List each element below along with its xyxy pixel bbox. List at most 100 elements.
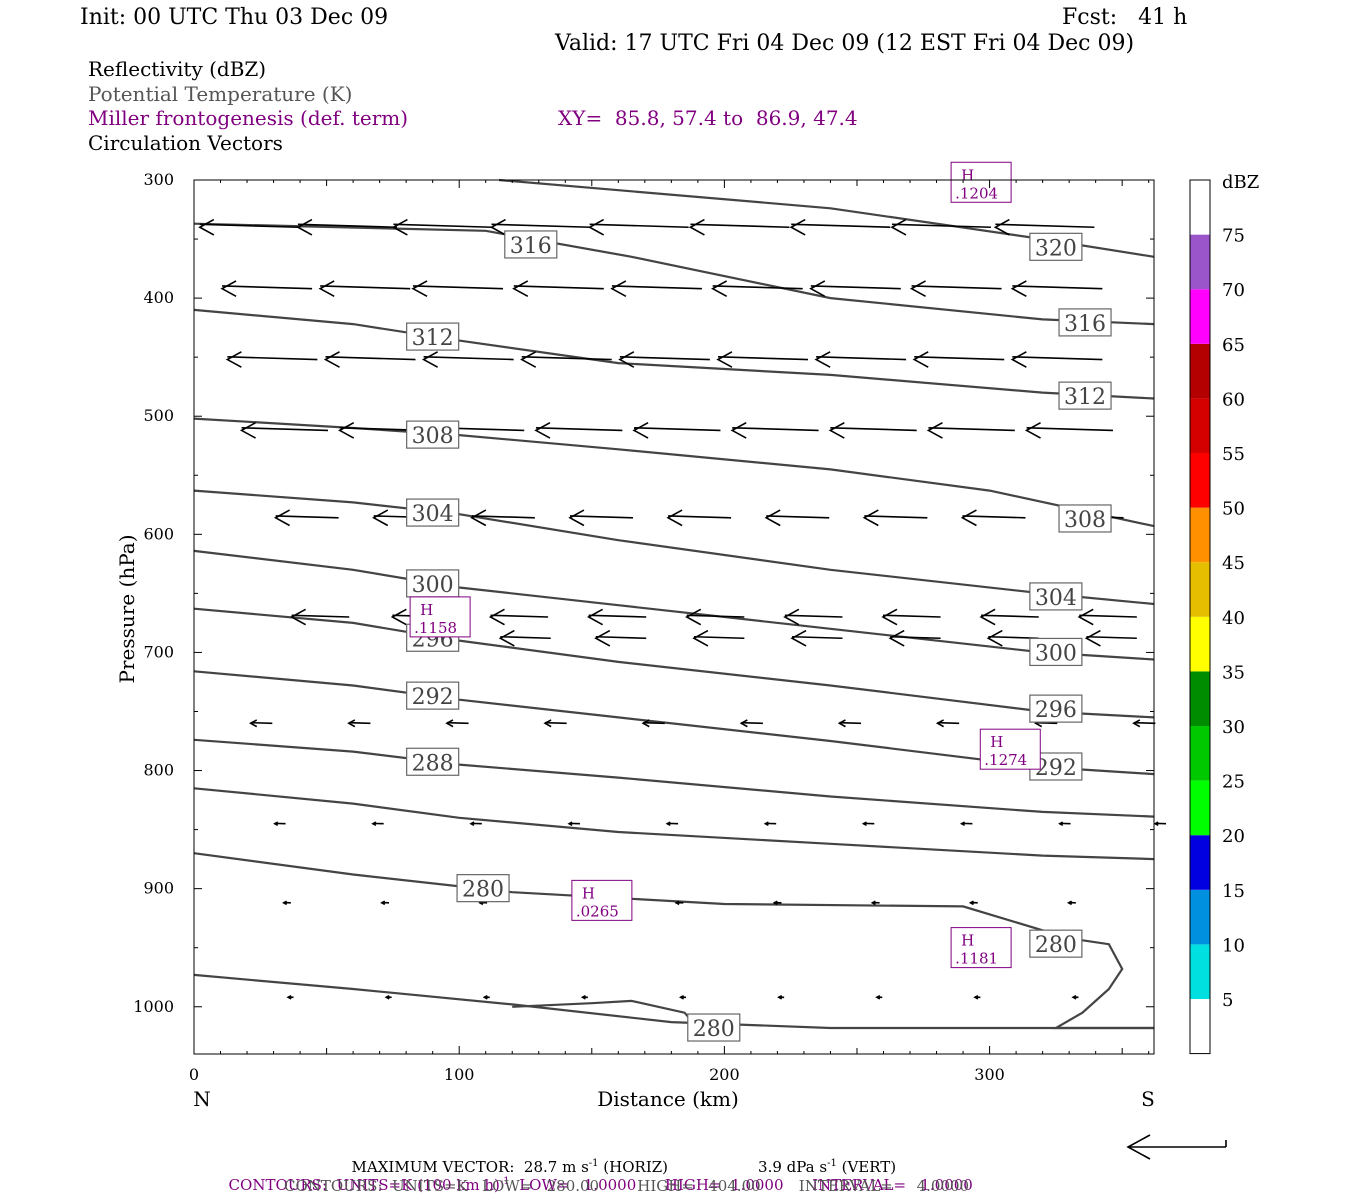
- vector-head: [390, 608, 407, 626]
- vector-head: [512, 280, 529, 298]
- vector-head: [1077, 608, 1094, 626]
- vector-head: [777, 994, 783, 1000]
- vector-head: [371, 821, 377, 827]
- y-tick-label: 800: [143, 761, 174, 780]
- vector-shaft: [962, 515, 1026, 519]
- x-tick-label: 0: [189, 1065, 199, 1084]
- miller-max-box: [979, 728, 1041, 770]
- vector-head: [763, 821, 769, 827]
- vector-shaft: [882, 614, 941, 618]
- theta-label: 304: [1035, 586, 1077, 611]
- vector-shaft: [890, 635, 941, 640]
- y-tick-label: 600: [143, 524, 174, 543]
- vector-head: [730, 421, 747, 439]
- vector-head: [489, 218, 506, 236]
- vector-head: [973, 994, 979, 1000]
- theta-label: 312: [1064, 385, 1106, 410]
- theta-label: 304: [412, 502, 454, 527]
- vector-shaft: [717, 356, 809, 361]
- miller-max-label: H: [990, 733, 1003, 751]
- vector-head: [587, 218, 605, 236]
- max-vector-horiz-suffix: (HORIZ): [598, 1158, 669, 1176]
- theta-label: 316: [510, 234, 552, 259]
- max-vector-vert-text: 3.9 dPa s: [758, 1158, 828, 1176]
- vector-shaft: [611, 285, 702, 290]
- theta-label: 292: [1035, 756, 1077, 781]
- vector-head: [372, 509, 389, 527]
- field-vectors: Circulation Vectors: [88, 131, 283, 155]
- x-end-left-label: N: [193, 1087, 211, 1111]
- vector-shaft: [521, 356, 612, 361]
- vector-shaft: [937, 721, 960, 725]
- vector-shaft: [423, 356, 514, 361]
- colorbar-swatch: [1190, 398, 1210, 453]
- vector-head: [225, 351, 242, 368]
- vector-head: [488, 608, 505, 626]
- vector-shaft: [784, 614, 843, 618]
- colorbar-swatch: [1190, 726, 1210, 781]
- max-vector-vert-suffix: (VERT): [836, 1158, 897, 1176]
- theta-label-box: [406, 498, 460, 527]
- theta-label: 308: [1064, 508, 1106, 533]
- init-time: Init: 00 UTC Thu 03 Dec 09: [80, 5, 389, 30]
- vector-head: [1010, 280, 1027, 298]
- vector-head: [198, 218, 215, 236]
- theta-label: 316: [1064, 312, 1106, 337]
- forecast-hour: Fcst: 41 h: [1062, 5, 1188, 30]
- vector-shaft: [732, 426, 819, 432]
- field-reflectivity: Reflectivity (dBZ): [88, 57, 267, 81]
- vector-shaft: [792, 635, 843, 640]
- vector-shaft: [446, 721, 469, 725]
- vector-shaft: [830, 426, 917, 432]
- field-theta: Potential Temperature (K): [88, 82, 353, 106]
- vector-shaft: [545, 721, 567, 725]
- vector-head: [273, 509, 290, 527]
- theta-label-box: [504, 230, 558, 259]
- vector-shaft: [500, 635, 551, 640]
- vector-head: [688, 218, 705, 236]
- miller-max-label: H: [420, 601, 433, 619]
- colorbar-swatch: [1190, 671, 1210, 726]
- vector-head: [1084, 629, 1101, 647]
- vector-head: [862, 509, 879, 527]
- vector-head: [968, 900, 974, 906]
- vector-head: [1066, 900, 1073, 906]
- vector-head: [594, 629, 611, 647]
- vector-shaft: [1086, 635, 1137, 640]
- theta-label: 312: [412, 326, 454, 351]
- vector-shaft: [1079, 614, 1137, 618]
- vector-shaft: [490, 614, 549, 618]
- vector-head: [610, 280, 627, 298]
- vector-head: [960, 509, 977, 527]
- vector-head: [809, 280, 826, 298]
- vector-head: [282, 900, 288, 906]
- vector-head: [888, 629, 905, 647]
- miller-max-value: .1274: [984, 751, 1027, 769]
- colorbar-swatch: [1190, 944, 1210, 999]
- vector-shaft: [911, 285, 1002, 290]
- vector-head: [543, 719, 552, 728]
- vector-head: [692, 629, 709, 647]
- axes: 300 400 500 600 700 800 900 1000 0 100 200 300 Dista…: [115, 170, 1155, 1111]
- theta-label-box: [1058, 504, 1112, 533]
- vector-shaft: [227, 356, 318, 361]
- theta-label-box: [406, 420, 460, 449]
- miller-max-label: H: [582, 884, 595, 902]
- vector-shaft: [1133, 721, 1156, 725]
- vector-shaft: [325, 356, 416, 361]
- vector-head: [347, 719, 356, 728]
- theta-label-box: [1029, 929, 1083, 958]
- vector-head: [498, 629, 515, 647]
- vector-shaft: [412, 285, 504, 290]
- theta-label: 280: [1035, 933, 1077, 958]
- colorbar-label: 30: [1222, 717, 1245, 738]
- vector-head: [814, 351, 831, 368]
- vector-head: [239, 421, 256, 439]
- vector-head: [890, 218, 907, 236]
- vector-shaft: [393, 223, 493, 229]
- colorbar-label: 5: [1222, 990, 1233, 1011]
- vector-head: [323, 351, 340, 368]
- vector-shaft: [712, 285, 803, 290]
- vector-shaft: [668, 515, 732, 519]
